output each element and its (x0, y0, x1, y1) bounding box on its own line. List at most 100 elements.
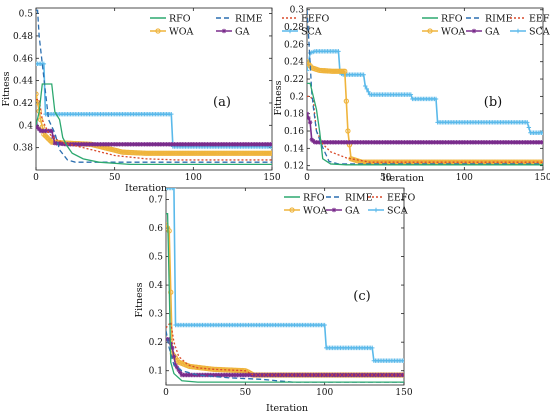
y-tick-label: 0.22 (284, 75, 304, 85)
sca-marker (41, 61, 47, 67)
legend-label: GA (235, 27, 250, 38)
x-tick-label: 50 (380, 173, 392, 183)
legend-label: SCA (387, 206, 408, 217)
legend-item-woa: WOA (284, 206, 328, 217)
series-rime (36, 9, 272, 163)
woa-marker (342, 68, 348, 74)
sca-marker (269, 144, 272, 149)
legend-item-rfo: RFO (150, 14, 191, 25)
woa-marker (289, 207, 295, 213)
legend-item-rfo: RFO (422, 14, 463, 25)
ga-marker (176, 367, 181, 373)
ga-marker (49, 128, 54, 134)
ga-marker (166, 337, 172, 342)
series-line-rfo (166, 213, 404, 383)
legend-label: RFO (303, 193, 325, 204)
legend-item-eefo: EEFO (368, 193, 415, 204)
series-eefo (307, 95, 543, 163)
y-tick-label: 0.44 (13, 77, 33, 87)
y-tick-label: 0.5 (19, 10, 34, 20)
sca-marker (363, 83, 368, 89)
ga-marker (171, 354, 177, 359)
y-axis-label: Fitness (273, 80, 284, 115)
legend-item-eefo: EEFO (282, 14, 329, 25)
x-tick-label: 100 (456, 173, 473, 183)
sca-marker (526, 125, 532, 130)
series-rfo (36, 83, 272, 166)
legend-item-sca: SCA (282, 27, 322, 38)
legend-label: EEFO (301, 14, 329, 25)
legend: RFO RIME EEFO WOA GA SCA (284, 193, 415, 217)
ga-marker (170, 345, 175, 351)
legend-label: EEFO (529, 14, 550, 25)
ga-marker (178, 370, 183, 375)
legend-item-ga: GA (326, 206, 360, 217)
sca-marker (166, 188, 172, 191)
series-line-rime (166, 330, 404, 383)
ga-marker (36, 125, 40, 130)
panel-label: (a) (213, 95, 231, 110)
y-tick-label: 0.14 (284, 144, 304, 154)
sca-marker (525, 120, 530, 125)
series-sca (36, 61, 272, 149)
ga-marker (307, 115, 311, 121)
sca-marker (433, 96, 439, 102)
woa-marker (155, 28, 161, 34)
x-tick-label: 100 (185, 173, 202, 183)
series-line-sca (307, 50, 543, 134)
sca-marker (370, 345, 375, 351)
ga-marker (269, 142, 272, 147)
legend-item-rime: RIME (216, 14, 263, 25)
ga-marker (307, 120, 313, 125)
series-line-rfo (307, 82, 543, 166)
y-tick-label: 0.42 (13, 99, 33, 109)
series-sca (307, 49, 543, 135)
legend-label: RFO (441, 14, 463, 25)
x-tick-label: 0 (33, 173, 39, 183)
series-line-sca (36, 63, 272, 148)
legend-label: SCA (301, 27, 322, 38)
x-axis-label: Iteration (266, 403, 308, 414)
y-tick-label: 0.4 (149, 281, 164, 291)
y-tick-label: 0.28 (284, 23, 304, 33)
series-line-ga (307, 113, 543, 144)
y-tick-label: 0.4 (19, 121, 34, 131)
y-tick-label: 0.3 (290, 6, 305, 16)
legend-item-ga: GA (216, 27, 250, 38)
chart-panel-2: 0 50 100 150 0.12 0.14 0.16 0.18 0.2 0.22 0.24 0.26… (273, 6, 550, 184)
series-ga (36, 121, 272, 147)
sca-marker (336, 49, 341, 54)
ga-marker (173, 362, 178, 368)
plot-frame (165, 187, 405, 386)
y-tick-label: 0.16 (284, 127, 304, 137)
y-tick-label: 0.48 (13, 32, 33, 42)
y-tick-label: 0.3 (149, 310, 164, 320)
legend-item-sca: SCA (368, 206, 408, 217)
y-tick-label: 0.24 (284, 58, 304, 68)
series-rime (166, 330, 404, 383)
woa-marker (36, 91, 39, 97)
series-line-rime (36, 9, 272, 163)
series-line-sca (166, 188, 404, 362)
x-axis-label: Iteration (382, 173, 424, 184)
y-tick-label: 0.46 (13, 54, 33, 64)
y-tick-label: 0.38 (13, 144, 33, 154)
series-line-eefo (36, 98, 272, 161)
chart-panel-3: 0 50 100 150 0.1 0.2 0.3 0.4 0.5 0.6 0.7 Iteration F… (134, 187, 415, 414)
sca-marker (401, 358, 404, 363)
legend-label: RIME (345, 193, 373, 204)
y-tick-label: 0.2 (290, 92, 304, 102)
ga-marker (331, 207, 337, 213)
legend-label: GA (485, 27, 500, 38)
y-tick-label: 0.6 (149, 224, 164, 234)
series-rfo (166, 213, 404, 383)
legend-label: RFO (169, 14, 191, 25)
woa-marker (343, 98, 349, 104)
series-eefo (166, 320, 404, 376)
sca-marker (540, 130, 543, 135)
legend-label: EEFO (387, 193, 415, 204)
ga-marker (471, 28, 477, 34)
legend-label: WOA (441, 27, 466, 38)
legend-label: GA (345, 206, 360, 217)
